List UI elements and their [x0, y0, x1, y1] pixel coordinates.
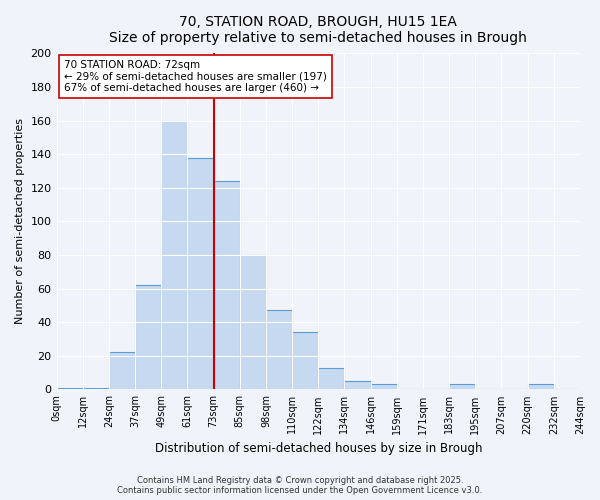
Bar [161, 120, 187, 390]
Bar [371, 384, 397, 390]
Bar [83, 388, 109, 390]
Text: Contains HM Land Registry data © Crown copyright and database right 2025.
Contai: Contains HM Land Registry data © Crown c… [118, 476, 482, 495]
Bar [135, 285, 161, 390]
Bar [109, 352, 135, 390]
Bar [240, 255, 266, 390]
Bar [214, 181, 240, 390]
X-axis label: Distribution of semi-detached houses by size in Brough: Distribution of semi-detached houses by … [155, 442, 482, 455]
Bar [449, 384, 475, 390]
Bar [56, 388, 83, 390]
Bar [318, 368, 344, 390]
Text: 70 STATION ROAD: 72sqm
← 29% of semi-detached houses are smaller (197)
67% of se: 70 STATION ROAD: 72sqm ← 29% of semi-det… [64, 60, 327, 93]
Y-axis label: Number of semi-detached properties: Number of semi-detached properties [15, 118, 25, 324]
Bar [187, 158, 214, 390]
Bar [292, 332, 318, 390]
Bar [527, 384, 554, 390]
Bar [266, 310, 292, 390]
Title: 70, STATION ROAD, BROUGH, HU15 1EA
Size of property relative to semi-detached ho: 70, STATION ROAD, BROUGH, HU15 1EA Size … [109, 15, 527, 45]
Bar [344, 381, 371, 390]
